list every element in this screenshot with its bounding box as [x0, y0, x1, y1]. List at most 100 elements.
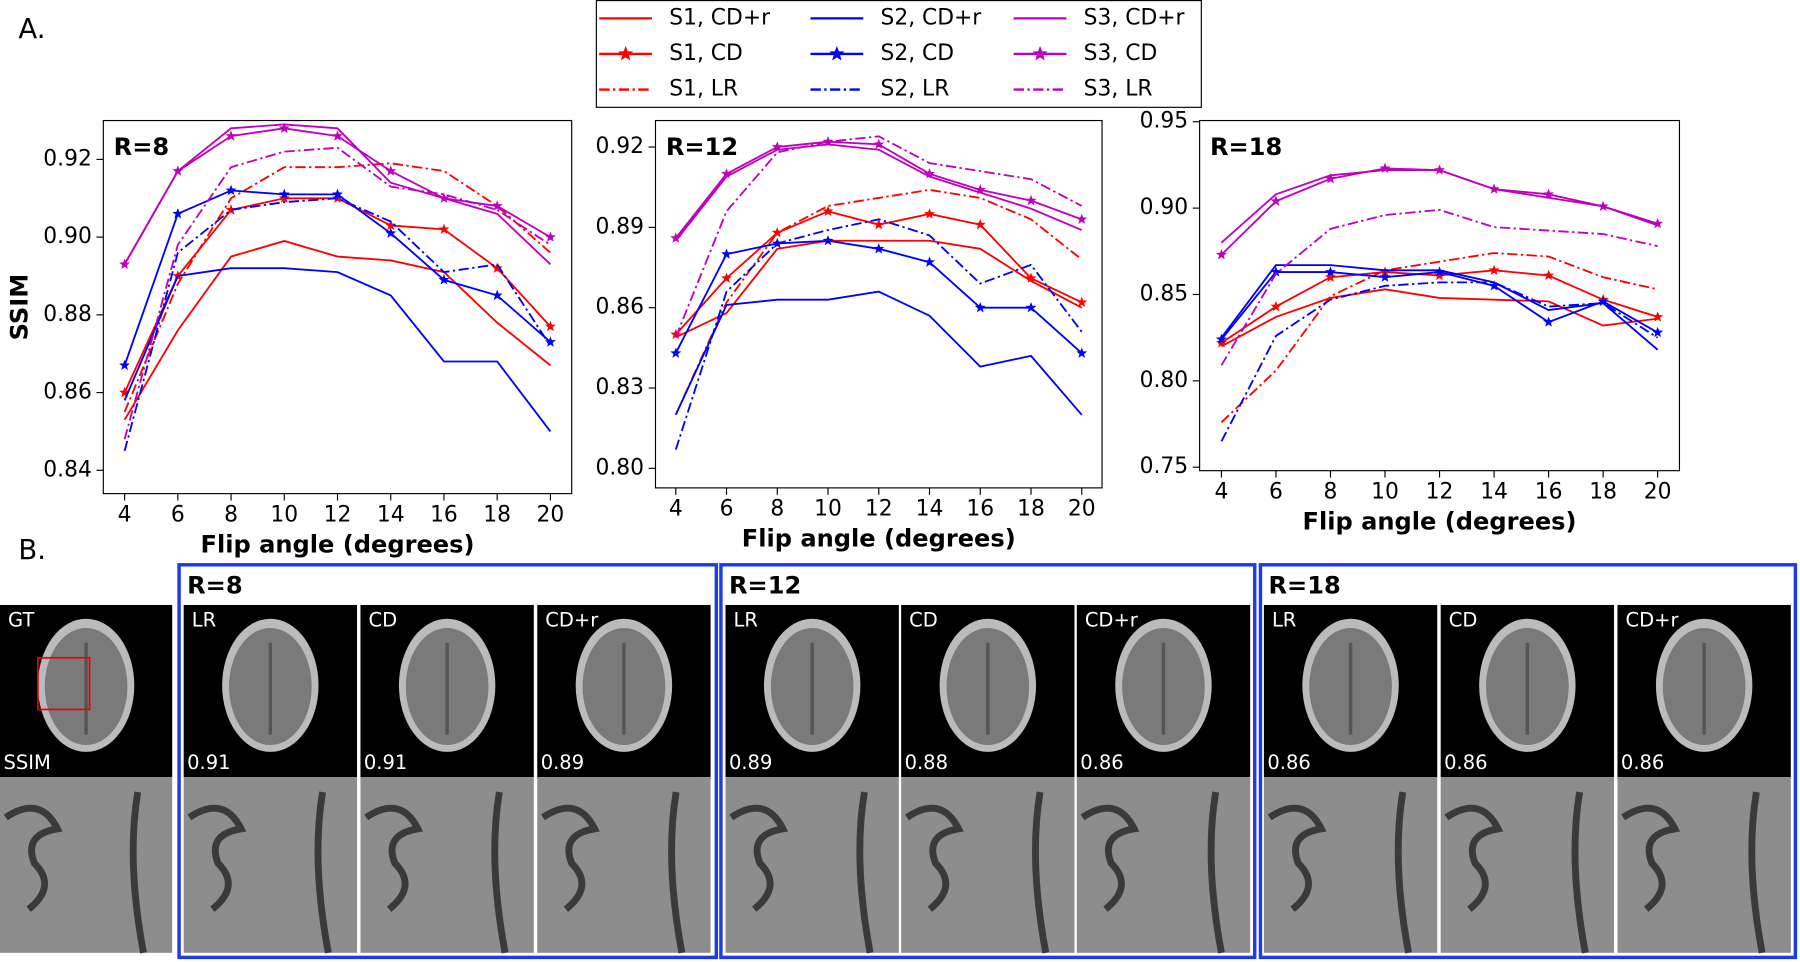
point — [924, 256, 935, 267]
zoom-image — [0, 777, 173, 953]
point — [1543, 188, 1555, 199]
x-tick-label: 14 — [1480, 479, 1508, 504]
plot: 0.84 0.86 0.88 0.90 0.92 4 6 8 10 12 14 16 18 20 Flip … — [6, 119, 573, 558]
image-label: CD — [909, 609, 938, 632]
zoom-structure — [1267, 791, 1412, 954]
legend-label: S1, CD+r — [669, 5, 770, 30]
roi-box — [37, 656, 91, 711]
series-line — [1220, 252, 1658, 423]
point — [1434, 269, 1446, 281]
legend-label: S2, LR — [880, 77, 949, 102]
point — [1434, 266, 1446, 277]
point — [1325, 271, 1336, 282]
point — [1434, 164, 1446, 175]
point — [721, 272, 732, 283]
point — [1379, 271, 1391, 282]
image-panel: CD 0.91 — [360, 604, 534, 954]
ssim-value: 0.91 — [364, 751, 407, 774]
zoom-image — [1263, 777, 1438, 953]
point — [385, 227, 397, 238]
image-label: LR — [192, 609, 216, 632]
plot-frame — [102, 119, 573, 495]
series-line — [674, 188, 1083, 416]
x-tick-label: 10 — [1371, 479, 1399, 504]
image-label: CD+r — [1626, 609, 1680, 632]
x-tick-label: 14 — [377, 502, 405, 527]
point — [822, 235, 834, 246]
x-tick-label: 14 — [916, 497, 944, 522]
point — [385, 165, 397, 176]
point — [721, 168, 732, 179]
group-box — [719, 563, 1257, 960]
y-tick-label: 0.88 — [43, 302, 92, 327]
x-tick-label: 12 — [1426, 479, 1454, 504]
point — [332, 188, 343, 200]
legend-marker — [1032, 45, 1048, 61]
x-tick-label: 8 — [1324, 479, 1338, 504]
image-panel: LR 0.91 — [183, 604, 358, 954]
y-tick-label: 0.92 — [43, 146, 92, 171]
point — [1488, 280, 1500, 291]
chart-title: R=12 — [666, 133, 738, 161]
point — [1025, 301, 1037, 313]
y-tick-label: 0.80 — [1140, 368, 1189, 393]
zoom-structure — [187, 791, 332, 954]
image-label: CD+r — [1085, 609, 1139, 632]
zoom-image — [360, 777, 534, 953]
zoom-image — [1440, 777, 1615, 953]
series-line — [675, 239, 1083, 338]
x-tick-label: 16 — [1535, 479, 1563, 504]
zoom-image — [183, 777, 358, 953]
image-panel: CD+r 0.86 — [1617, 604, 1791, 954]
point — [974, 301, 986, 313]
point — [670, 347, 682, 358]
point — [119, 359, 131, 371]
image-panel: GT SSIM — [0, 604, 173, 954]
series-line — [123, 197, 552, 393]
image-panel: CD 0.88 — [901, 604, 1075, 954]
legend-label: S1, CD — [669, 41, 743, 66]
legend-label: S2, CD — [880, 41, 954, 66]
point — [1025, 194, 1037, 206]
point — [670, 232, 682, 243]
ssim-value: 0.88 — [905, 751, 948, 774]
point — [1597, 200, 1609, 212]
image-label: CD — [368, 609, 397, 632]
plot: 0.80 0.83 0.86 0.89 0.92 4 6 8 10 12 14 16 18 20 Flip … — [595, 119, 1103, 553]
series-line — [123, 197, 552, 452]
point — [172, 165, 184, 176]
y-axis-label: SSIM — [6, 274, 34, 341]
image-label: CD — [1449, 609, 1478, 632]
ssim-value: SSIM — [3, 751, 50, 774]
plot-frame — [654, 119, 1103, 489]
x-tick-label: 20 — [1644, 479, 1672, 504]
point — [438, 223, 450, 235]
x-tick-label: 20 — [537, 502, 565, 527]
y-tick-label: 0.86 — [595, 295, 644, 320]
legend-label: S1, LR — [669, 77, 738, 102]
x-tick-label: 8 — [224, 502, 238, 527]
image-label: LR — [1272, 609, 1296, 632]
zoom-structure — [1444, 791, 1589, 954]
point — [1076, 296, 1088, 307]
chart-title: R=18 — [1210, 133, 1282, 161]
y-tick-label: 0.90 — [1140, 195, 1189, 220]
x-tick-label: 12 — [865, 497, 893, 522]
ssim-value: 0.89 — [729, 751, 772, 774]
y-tick-label: 0.75 — [1140, 454, 1189, 479]
point — [278, 188, 290, 200]
point — [1379, 162, 1391, 174]
point — [119, 258, 131, 269]
legend-label: S3, LR — [1084, 77, 1153, 102]
point — [1325, 173, 1336, 184]
series-line — [674, 135, 1083, 338]
point — [771, 141, 783, 152]
point — [670, 328, 682, 340]
point — [1488, 183, 1500, 194]
ssim-value: 0.86 — [1621, 751, 1664, 774]
series-line — [674, 218, 1083, 450]
legend-box — [595, 0, 1202, 108]
series-line — [1220, 167, 1658, 256]
